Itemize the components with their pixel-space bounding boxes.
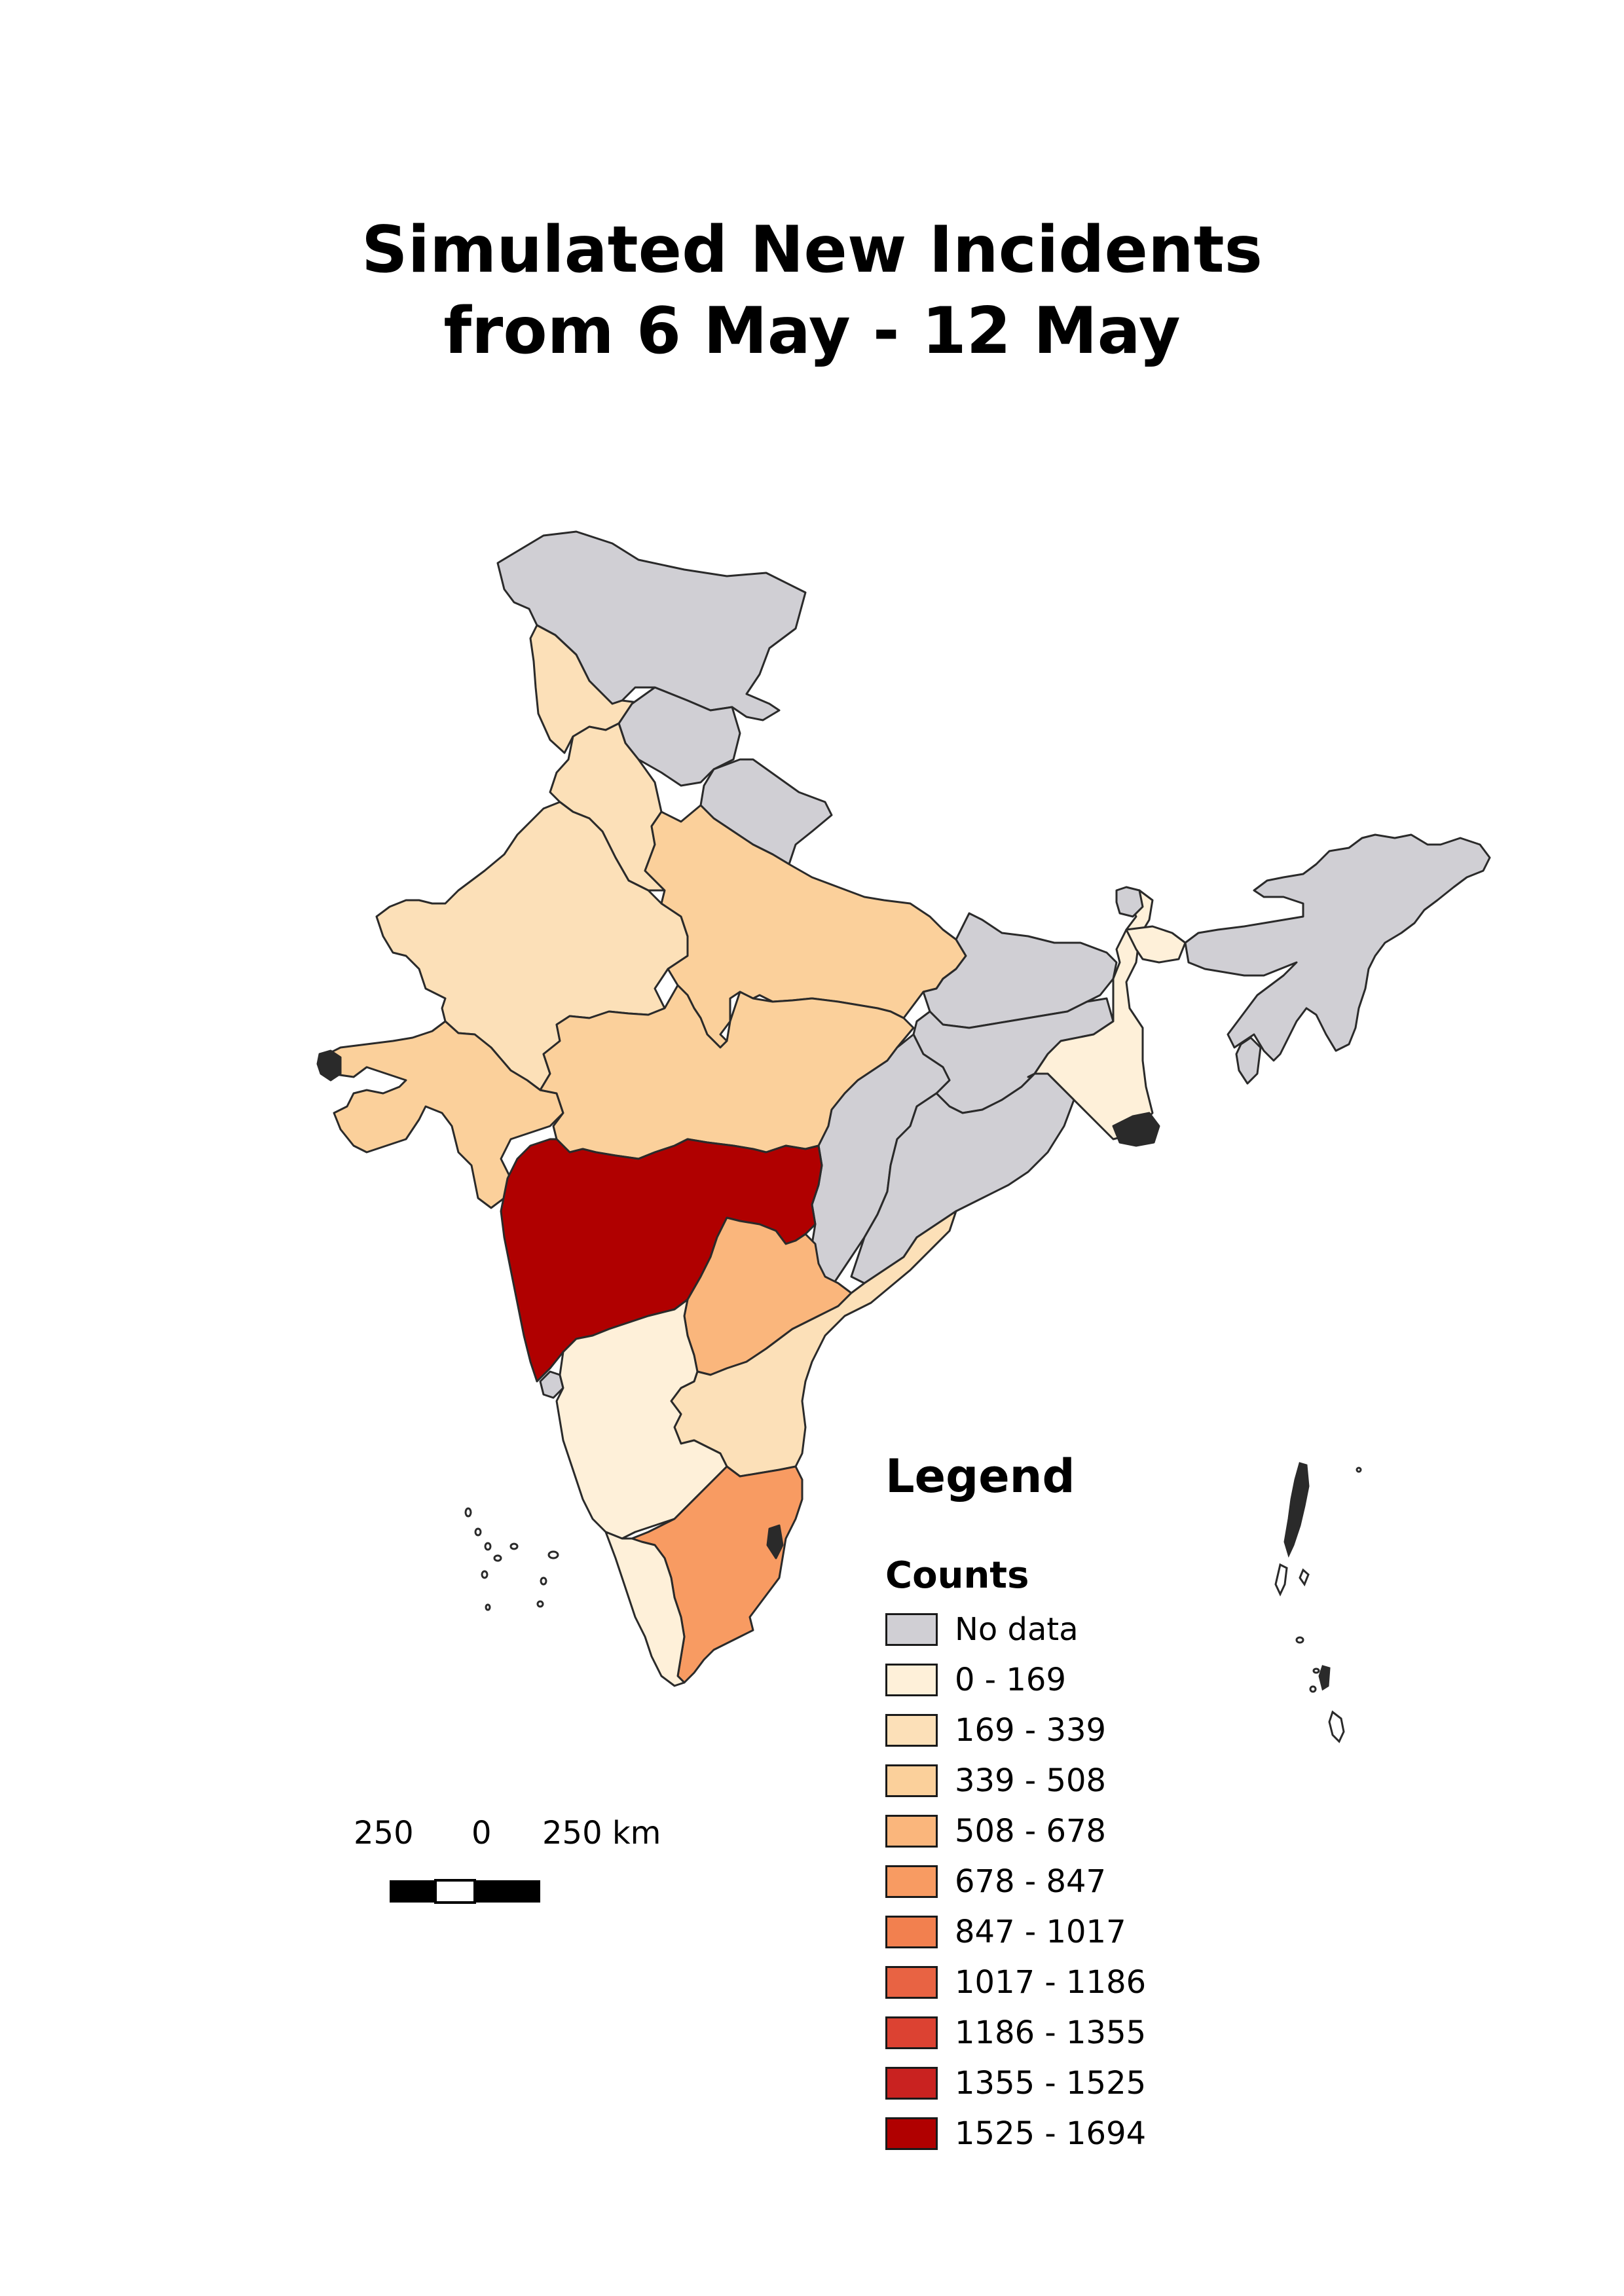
scale-bar-graphic [390,1879,540,1904]
region-tamil-nadu [631,1465,803,1684]
legend-item: 1017 - 1186 [885,1957,1278,2007]
legend-item: 508 - 678 [885,1806,1278,1856]
legend-items: No data 0 - 169 169 - 339 339 - 508 508 - 67… [885,1604,1278,2159]
legend-label: 339 - 508 [955,1762,1107,1799]
legend-swatch [885,1965,938,1999]
scale-bar-right-label: 250 km [542,1815,661,1851]
legend-swatch [885,1915,938,1948]
scale-bar: 250 0 250 km [354,1813,681,1905]
legend-swatch [885,2066,938,2100]
legend-item: 678 - 847 [885,1856,1278,1906]
legend-item: 1186 - 1355 [885,2007,1278,2058]
legend-label: 678 - 847 [955,1863,1107,1900]
region-tripura [1235,1036,1262,1085]
legend-item: 1525 - 1694 [885,2108,1278,2159]
lakshadweep-islands [464,1507,559,1611]
legend-swatch [885,1764,938,1797]
legend-label: 1186 - 1355 [955,2014,1147,2051]
legend-label: No data [955,1611,1079,1648]
title-line-2: from 6 May - 12 May [443,294,1181,369]
region-kutch-coast [316,1049,342,1082]
region-sundarbans [1112,1112,1160,1147]
scale-bar-segment-1 [390,1880,435,1903]
legend-label: 847 - 1017 [955,1913,1126,1950]
legend-item: 1355 - 1525 [885,2058,1278,2108]
region-northeast [1184,833,1491,1062]
legend-label: 1355 - 1525 [955,2064,1147,2102]
legend-item: 847 - 1017 [885,1906,1278,1957]
scale-bar-mid-label: 0 [471,1815,492,1851]
map-title: Simulated New Incidents from 6 May - 12 … [0,210,1624,372]
legend-item: 0 - 169 [885,1654,1278,1705]
region-karnataka [555,1298,728,1540]
legend-swatch [885,1713,938,1747]
andaman-nicobar-islands [1274,1462,1362,1743]
legend-subtitle: Counts [885,1554,1029,1597]
legend-label: 508 - 678 [955,1812,1107,1850]
legend-title: Legend [885,1449,1075,1503]
legend-swatch [885,2016,938,2049]
legend-item: 339 - 508 [885,1755,1278,1806]
legend-label: 1525 - 1694 [955,2115,1147,2152]
legend-label: 1017 - 1186 [955,1963,1147,2001]
legend-swatch [885,1814,938,1848]
legend-swatch [885,2117,938,2150]
region-odisha [850,1072,1075,1285]
region-tn-coast [766,1524,784,1559]
region-kerala [604,1531,686,1687]
legend-swatch [885,1865,938,1898]
region-north-bengal-strip [1125,925,1187,964]
scale-bar-segment-2 [434,1879,476,1904]
legend-swatch [885,1663,938,1696]
legend-item: 169 - 339 [885,1705,1278,1755]
region-himachal-pradesh [618,686,741,787]
legend-swatch [885,1613,938,1646]
legend-item: No data [885,1604,1278,1654]
title-line-1: Simulated New Incidents [361,213,1263,287]
legend-label: 0 - 169 [955,1661,1066,1698]
scale-bar-segment-3 [475,1880,540,1903]
legend-label: 169 - 339 [955,1711,1107,1749]
region-sikkim [1115,886,1144,918]
scale-bar-left-label: 250 [354,1815,414,1851]
legend: Legend Counts No data 0 - 169 169 - 339 339… [885,1447,1278,2159]
